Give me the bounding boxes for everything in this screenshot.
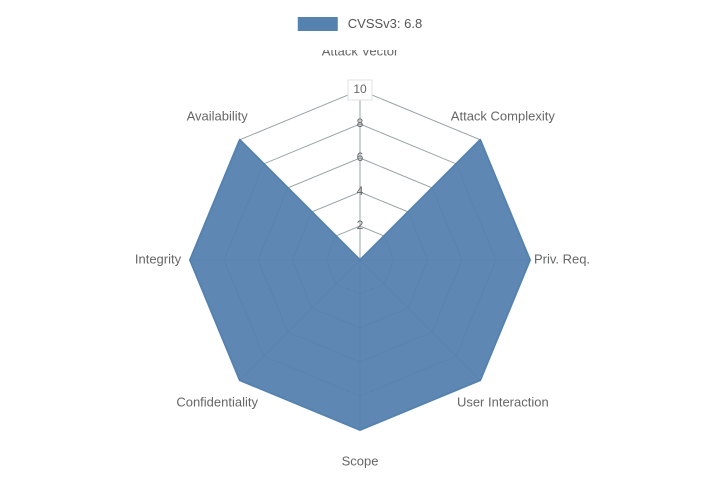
legend-label: CVSSv3: 6.8 [348,16,422,31]
axis-label: Confidentiality [176,394,258,409]
axis-label: Priv. Req. [534,251,590,266]
axis-label: Integrity [135,251,182,266]
tick-label: 8 [357,116,364,130]
legend: CVSSv3: 6.8 [298,16,422,31]
radar-chart: 2 4 6 8 10 Attack Vector Attack Complexity Priv… [0,50,720,504]
tick-label: 6 [357,150,364,164]
axis-label: Attack Complexity [451,109,556,124]
axis-label: Attack Vector [322,50,399,58]
tick-label: 10 [353,82,367,96]
axis-label: Scope [342,453,379,468]
legend-swatch [298,17,338,31]
tick-label: 4 [357,184,364,198]
tick-label: 2 [357,218,364,232]
axis-label: User Interaction [457,394,549,409]
axis-label: Availability [187,109,249,124]
